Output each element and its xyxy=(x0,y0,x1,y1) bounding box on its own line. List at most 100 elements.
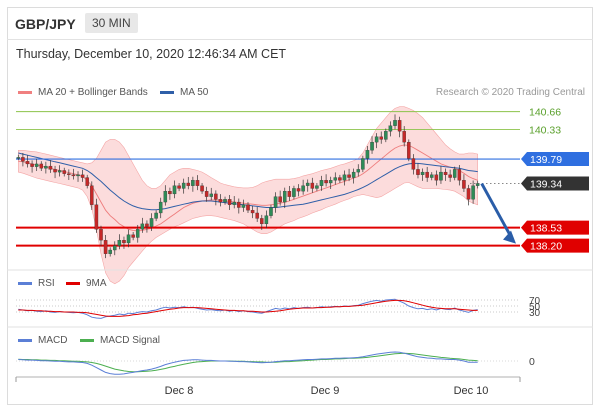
candle-down xyxy=(25,161,30,165)
candle-up xyxy=(108,249,112,254)
research-credit: Research © 2020 Trading Central xyxy=(435,87,585,98)
candle-down xyxy=(237,201,241,208)
forecast-arrow-head xyxy=(503,230,516,244)
level-label-140.66: 140.66 xyxy=(529,107,561,119)
candle-up xyxy=(135,229,140,238)
candle-up xyxy=(361,158,365,170)
candle-up xyxy=(269,207,273,216)
timestamp: Thursday, December 10, 2020 12:46:34 AM … xyxy=(16,47,287,61)
candle-down xyxy=(168,191,172,195)
candle-down xyxy=(434,174,439,181)
candle-up xyxy=(439,171,443,181)
macd-signal-line xyxy=(18,352,478,373)
candle-up xyxy=(44,165,48,169)
candle-down xyxy=(443,171,448,175)
legend-rsi-label: RSI xyxy=(38,278,55,289)
legend-bollinger-label: MA 20 + Bollinger Bands xyxy=(38,87,148,98)
candle-down xyxy=(338,177,342,181)
candle-up xyxy=(34,163,39,167)
candle-up xyxy=(328,180,333,184)
candle-down xyxy=(195,180,200,186)
candle-down xyxy=(402,131,406,143)
candle-down xyxy=(94,204,99,230)
candle-down xyxy=(310,182,315,189)
legend-rsi-ma: 9MA xyxy=(66,278,107,289)
level-label-140.33: 140.33 xyxy=(529,125,561,137)
chart-header: GBP/JPY 30 MIN xyxy=(7,7,593,40)
rsi-level-label-70: 70 xyxy=(529,296,541,307)
legend-rsi: RSI xyxy=(18,278,55,289)
candle-up xyxy=(351,171,356,178)
rsi-ma-line xyxy=(18,299,478,317)
level-label-138.53: 138.53 xyxy=(530,223,562,235)
candle-down xyxy=(324,180,328,184)
candle-down xyxy=(177,185,181,189)
candle-up xyxy=(342,174,347,181)
candle-down xyxy=(466,188,471,200)
candle-up xyxy=(149,218,154,227)
candle-down xyxy=(246,204,250,211)
candle-up xyxy=(158,201,163,214)
level-label-139.79: 139.79 xyxy=(530,154,562,166)
candle-up xyxy=(223,199,227,203)
candle-up xyxy=(365,150,370,159)
candle-up xyxy=(471,185,475,200)
candle-down xyxy=(90,185,94,205)
legend-macd-signal-swatch xyxy=(80,339,94,342)
candle-down xyxy=(85,177,89,186)
legend-rsi-swatch xyxy=(18,282,32,285)
macd-line xyxy=(18,351,478,375)
candle-up xyxy=(305,182,310,186)
candle-down xyxy=(227,199,232,205)
legend-macd: MACD xyxy=(18,335,67,346)
candle-down xyxy=(30,163,34,167)
candle-down xyxy=(145,223,149,227)
candle-up xyxy=(264,215,269,225)
candle-down xyxy=(462,180,466,189)
candle-up xyxy=(301,185,305,192)
x-tick-label-0: Dec 8 xyxy=(165,385,194,397)
level-tag-139.34 xyxy=(521,176,589,191)
legend-ma50-swatch xyxy=(160,91,174,94)
candle-down xyxy=(347,174,351,178)
candle-down xyxy=(296,188,301,192)
candle-up xyxy=(292,188,296,197)
legend-bollinger: MA 20 + Bollinger Bands xyxy=(18,87,148,98)
candle-down xyxy=(457,169,462,181)
candle-up xyxy=(388,125,393,132)
timeframe-badge[interactable]: 30 MIN xyxy=(85,13,138,33)
candle-down xyxy=(411,158,416,170)
legend-ma50: MA 50 xyxy=(160,87,208,98)
candle-down xyxy=(39,163,44,169)
candle-up xyxy=(315,185,319,189)
candle-down xyxy=(416,169,420,175)
candle-up xyxy=(209,193,214,197)
candle-down xyxy=(379,136,383,140)
currency-pair: GBP/JPY xyxy=(15,16,76,32)
candle-down xyxy=(425,171,429,178)
legend-macd-signal-label: MACD Signal xyxy=(100,335,161,346)
legend-macd-label: MACD xyxy=(38,335,68,346)
candle-down xyxy=(122,240,126,244)
legend-bollinger-swatch xyxy=(18,91,32,94)
legend-rsi-ma-label: 9MA xyxy=(86,278,107,289)
candle-down xyxy=(80,174,85,178)
bollinger-band-area xyxy=(18,106,478,285)
candle-down xyxy=(214,193,218,200)
candle-down xyxy=(103,240,108,254)
x-tick-label-1: Dec 9 xyxy=(311,385,340,397)
candle-down xyxy=(448,174,452,178)
candle-down xyxy=(99,229,103,241)
candle-down xyxy=(21,157,25,162)
candle-up xyxy=(172,185,177,195)
legend-macd-signal: MACD Signal xyxy=(80,335,160,346)
candle-down xyxy=(255,212,259,219)
candle-up xyxy=(356,169,361,173)
legend-ma50-label: MA 50 xyxy=(180,87,209,98)
candle-up xyxy=(181,182,186,189)
candle-up xyxy=(154,212,158,219)
candle-down xyxy=(67,173,71,175)
rsi-level-label-30: 30 xyxy=(529,308,541,319)
candle-up xyxy=(117,240,122,246)
